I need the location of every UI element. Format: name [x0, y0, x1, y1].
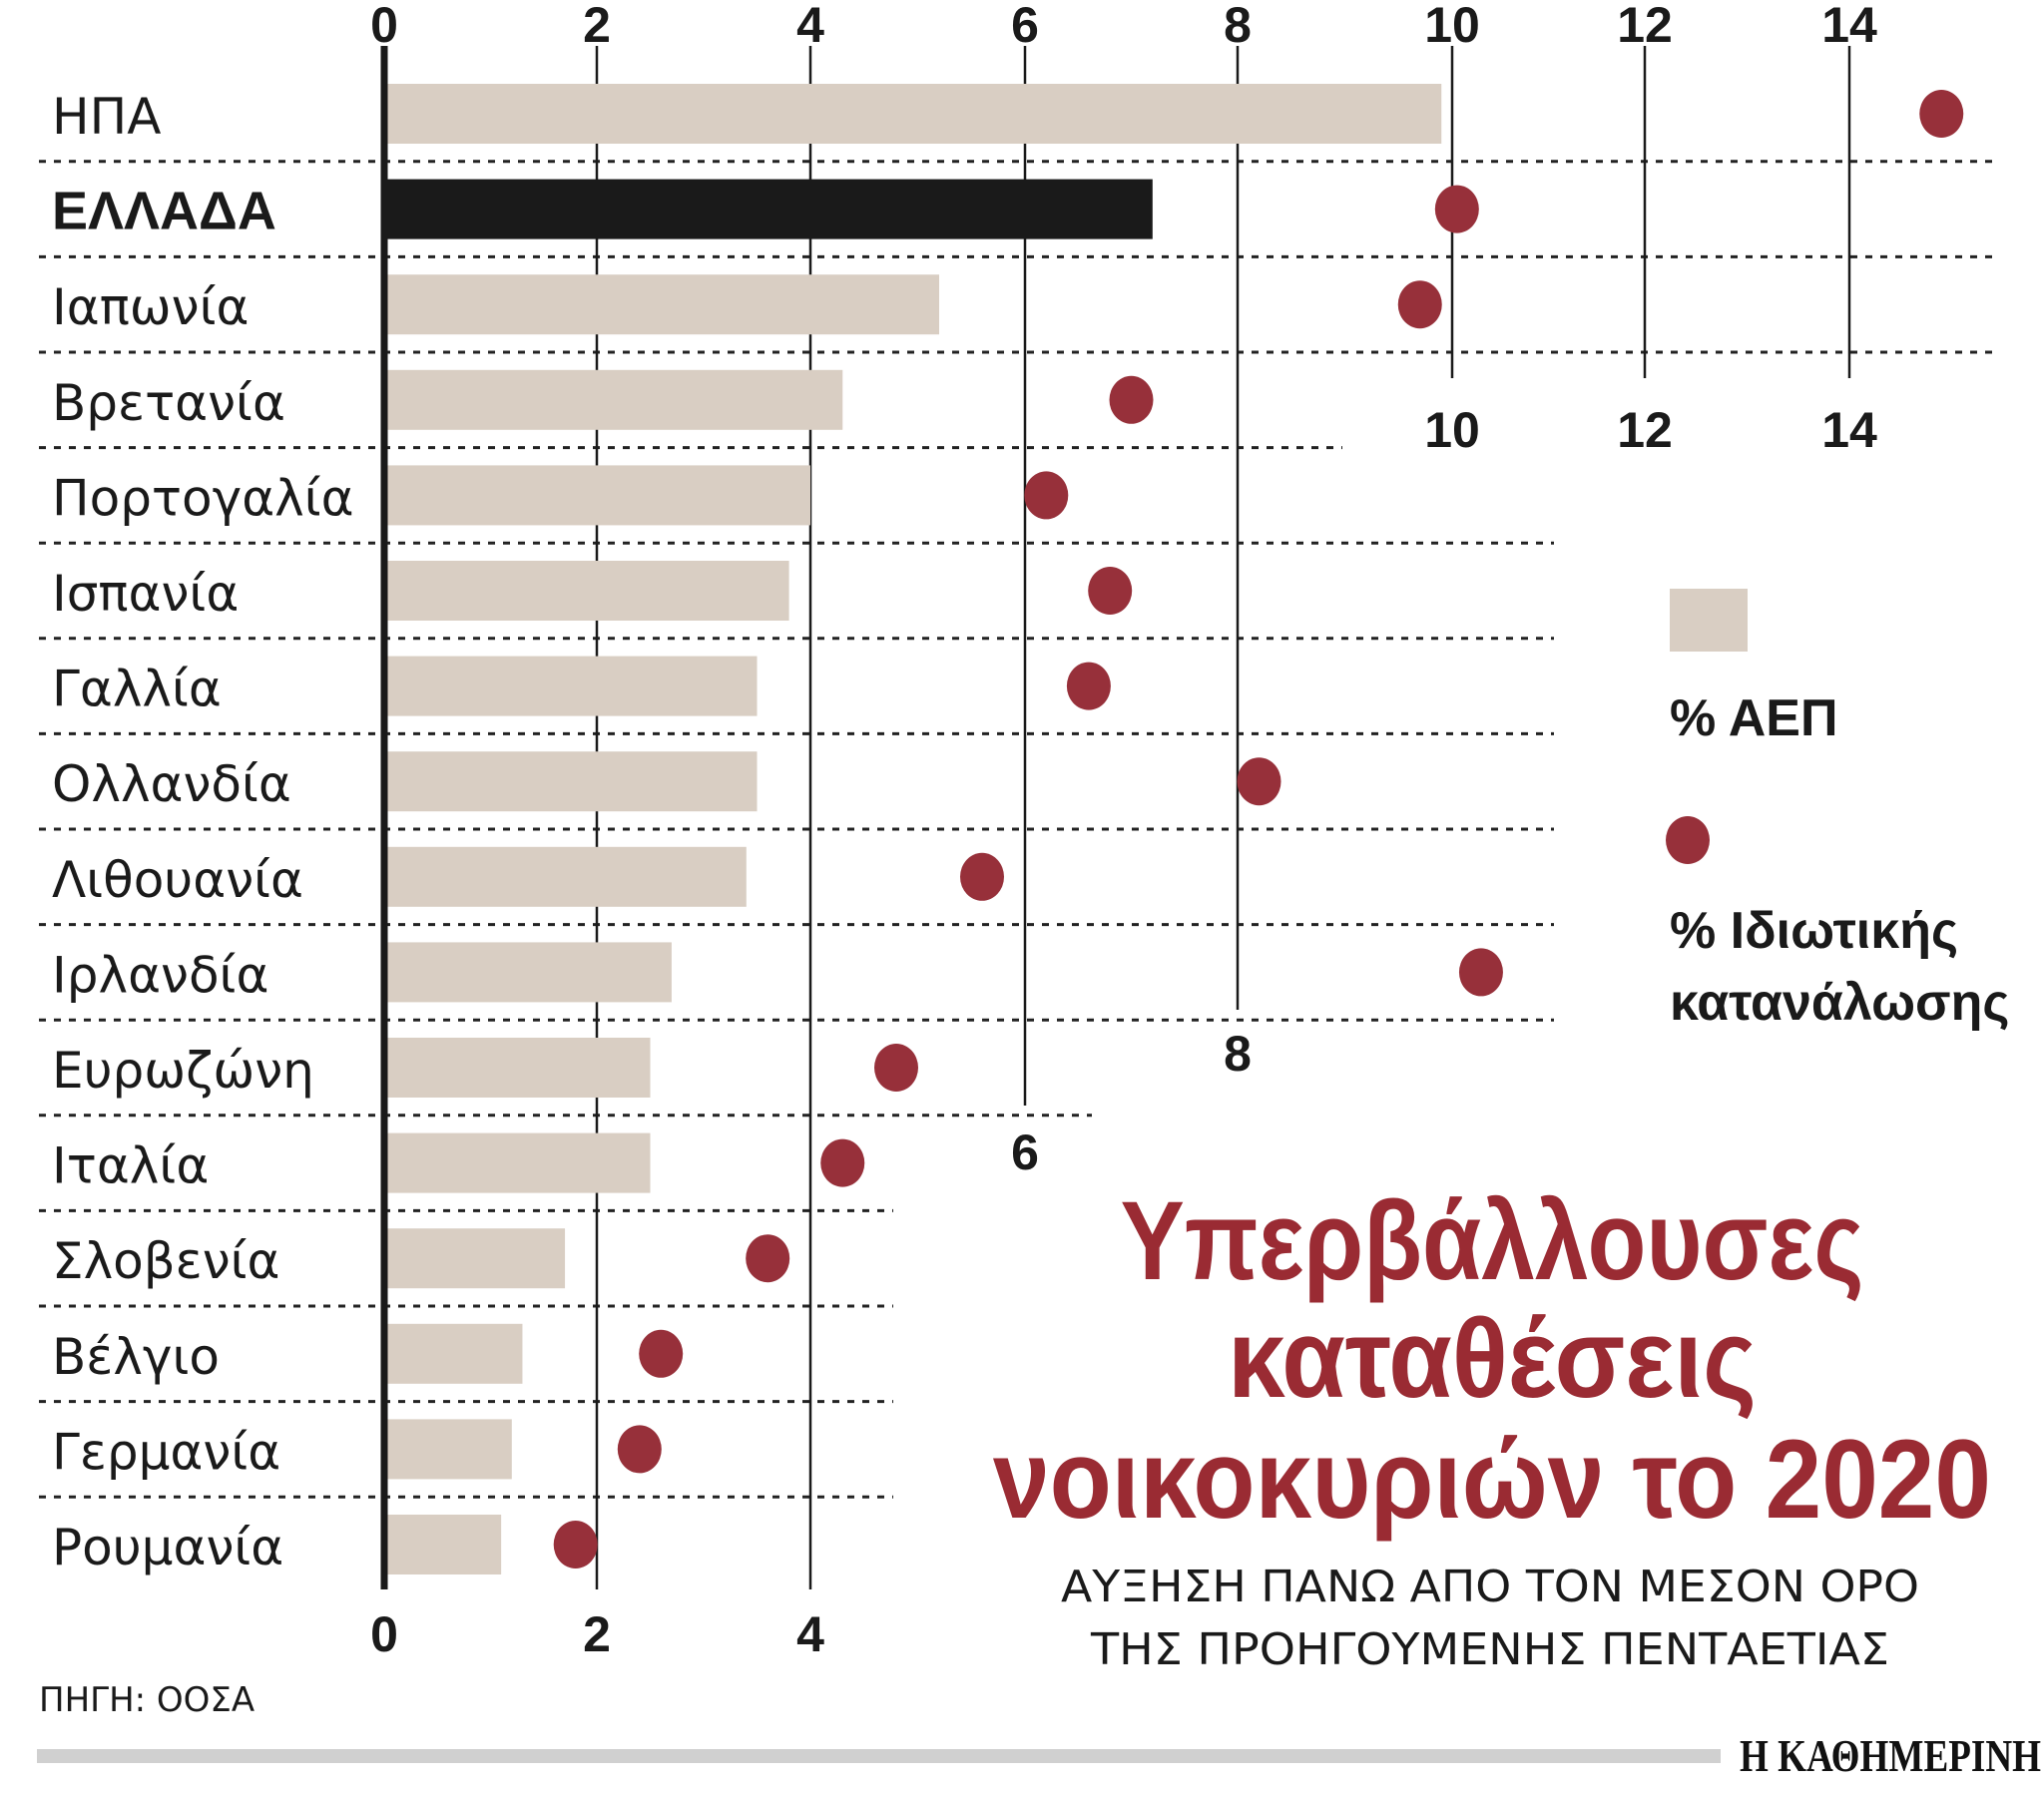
- x-tick-label: 10: [1424, 402, 1480, 458]
- dot: [639, 1329, 684, 1378]
- x-tick-label-top: 4: [796, 0, 824, 53]
- x-tick-label-top: 10: [1424, 0, 1480, 53]
- category-label: Ρουμανία: [52, 1519, 283, 1576]
- category-label: ΕΛΛΑΔΑ: [52, 182, 276, 241]
- bar: [384, 369, 843, 430]
- category-label: Σλοβενία: [52, 1232, 280, 1290]
- dot: [874, 1044, 918, 1092]
- bar: [384, 1419, 512, 1480]
- category-label: Ολλανδία: [52, 755, 291, 813]
- legend-label-bar: % ΑΕΠ: [1670, 689, 1838, 747]
- dot: [746, 1234, 790, 1283]
- category-label: Βέλγιο: [52, 1328, 220, 1386]
- dot: [553, 1521, 598, 1569]
- bar: [384, 1323, 523, 1384]
- category-label: Λιθουανία: [52, 851, 303, 909]
- dot: [1024, 471, 1069, 520]
- x-tick-label-top: 0: [370, 0, 398, 53]
- bar: [384, 274, 939, 335]
- category-label: Γερμανία: [52, 1423, 280, 1481]
- x-tick-label-top: 2: [583, 0, 611, 53]
- dot: [1919, 90, 1964, 138]
- chart-subtitle: ΑΥΞΗΣΗ ΠΑΝΩ ΑΠΟ ΤΟΝ ΜΕΣΟΝ ΟΡΟ: [1061, 1562, 1919, 1612]
- bar: [384, 179, 1153, 239]
- dot: [1458, 948, 1503, 997]
- bar: [384, 846, 747, 907]
- legend-swatch-dot: [1666, 816, 1710, 864]
- x-tick-label-top: 6: [1011, 0, 1039, 53]
- bar: [384, 751, 758, 812]
- x-tick-label: 14: [1821, 402, 1877, 458]
- bar: [384, 465, 810, 526]
- dot: [1109, 375, 1154, 424]
- publisher-logo: Η ΚΑΘΗΜΕΡΙΝΗ: [1740, 1730, 2041, 1781]
- x-tick-label-top: 14: [1821, 0, 1877, 53]
- bar: [384, 1038, 651, 1098]
- dot: [1066, 662, 1111, 710]
- x-tick-label: 8: [1224, 1026, 1252, 1082]
- bar: [384, 84, 1442, 144]
- dot: [1397, 280, 1442, 329]
- category-label: Ισπανία: [52, 565, 239, 623]
- source-note: ΠΗΓΗ: ΟΟΣΑ: [39, 1680, 255, 1720]
- category-label: Ιαπωνία: [52, 278, 250, 336]
- x-tick-label: 0: [370, 1606, 398, 1662]
- bar: [384, 561, 789, 621]
- category-label: Βρετανία: [52, 374, 285, 432]
- dot: [960, 852, 1004, 901]
- bar: [384, 1228, 566, 1289]
- category-label: ΗΠΑ: [52, 88, 161, 146]
- x-tick-label: 4: [796, 1606, 824, 1662]
- legend-label-dot: κατανάλωσης: [1670, 974, 2009, 1032]
- chart-title: καταθέσεις: [1228, 1296, 1757, 1421]
- category-label: Ιταλία: [52, 1137, 209, 1195]
- category-label: Πορτογαλία: [52, 469, 354, 527]
- category-label: Ιρλανδία: [52, 946, 268, 1004]
- dot: [617, 1425, 662, 1474]
- bar: [384, 656, 758, 716]
- bar: [384, 942, 672, 1003]
- bar: [384, 1515, 502, 1574]
- dot: [1088, 567, 1133, 615]
- legend-swatch-bar: [1670, 589, 1748, 652]
- category-label: Γαλλία: [52, 661, 222, 718]
- dot: [1237, 757, 1281, 806]
- x-tick-label-top: 12: [1617, 0, 1673, 53]
- x-tick-label-top: 8: [1224, 0, 1252, 53]
- chart-title: νοικοκυριών το 2020: [993, 1417, 1991, 1542]
- dot: [820, 1138, 865, 1187]
- x-tick-label: 12: [1617, 402, 1673, 458]
- footer-rule: [37, 1749, 1721, 1763]
- x-tick-label: 6: [1011, 1124, 1039, 1180]
- dot: [1434, 185, 1479, 233]
- legend-label-dot: % Ιδιωτικής: [1670, 902, 1958, 960]
- chart-subtitle: ΤΗΣ ΠΡΟΗΓΟΥΜΕΝΗΣ ΠΕΝΤΑΕΤΙΑΣ: [1090, 1624, 1889, 1675]
- x-tick-label: 2: [583, 1606, 611, 1662]
- category-label: Ευρωζώνη: [52, 1042, 314, 1100]
- bar: [384, 1132, 651, 1193]
- chart-title: Υπερβάλλουσες: [1121, 1178, 1864, 1303]
